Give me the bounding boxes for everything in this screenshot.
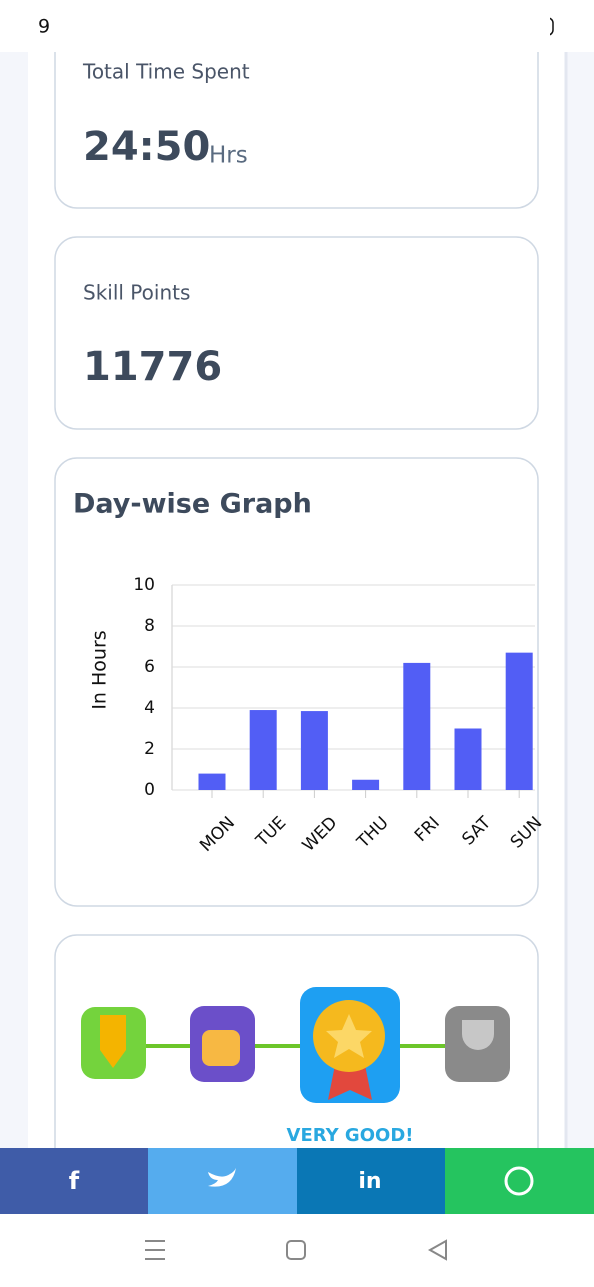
skill-label: Skill Points (83, 281, 190, 305)
pencil-icon (100, 1015, 126, 1068)
medal-ribbon (328, 1065, 372, 1100)
linkedin-icon: in (358, 1169, 381, 1194)
skill-value: 11776 (83, 344, 222, 390)
badge-caption: VERY GOOD! (287, 1125, 414, 1146)
bar (505, 652, 533, 790)
y-tick-label: 8 (144, 616, 155, 636)
y-tick-label: 4 (144, 698, 155, 718)
nav-bar (0, 1214, 594, 1287)
like-icon (202, 1030, 240, 1066)
y-tick-label: 0 (144, 780, 155, 800)
nav-home[interactable] (286, 1240, 306, 1260)
twitter-icon (208, 1168, 236, 1187)
nav-menu[interactable] (145, 1240, 165, 1260)
time-unit: Hrs (209, 143, 248, 169)
bar (403, 662, 431, 790)
bar (300, 711, 328, 790)
time-value: 24:50 (83, 124, 210, 170)
bar (198, 773, 226, 790)
facebook-button[interactable] (0, 1148, 148, 1214)
bar (454, 728, 482, 790)
bar (249, 710, 277, 790)
time-card (54, 29, 539, 209)
whatsapp-icon (504, 1166, 534, 1196)
y-tick-label: 10 (133, 575, 155, 595)
y-tick-label: 2 (144, 739, 155, 759)
trophy-icon (462, 1020, 494, 1050)
y-tick-label: 6 (144, 657, 155, 677)
linkedin-button[interactable] (297, 1148, 445, 1214)
y-axis-label: In Hours (89, 630, 111, 709)
status-bar-cover (50, 0, 550, 52)
chart-title: Day-wise Graph (73, 489, 312, 520)
whatsapp-button[interactable] (445, 1148, 594, 1214)
facebook-icon: f (69, 1167, 80, 1195)
skill-card (54, 236, 539, 430)
bar (352, 779, 380, 790)
medal-star (326, 1014, 372, 1058)
nav-back[interactable] (427, 1239, 447, 1261)
time-label: Total Time Spent (82, 60, 250, 84)
